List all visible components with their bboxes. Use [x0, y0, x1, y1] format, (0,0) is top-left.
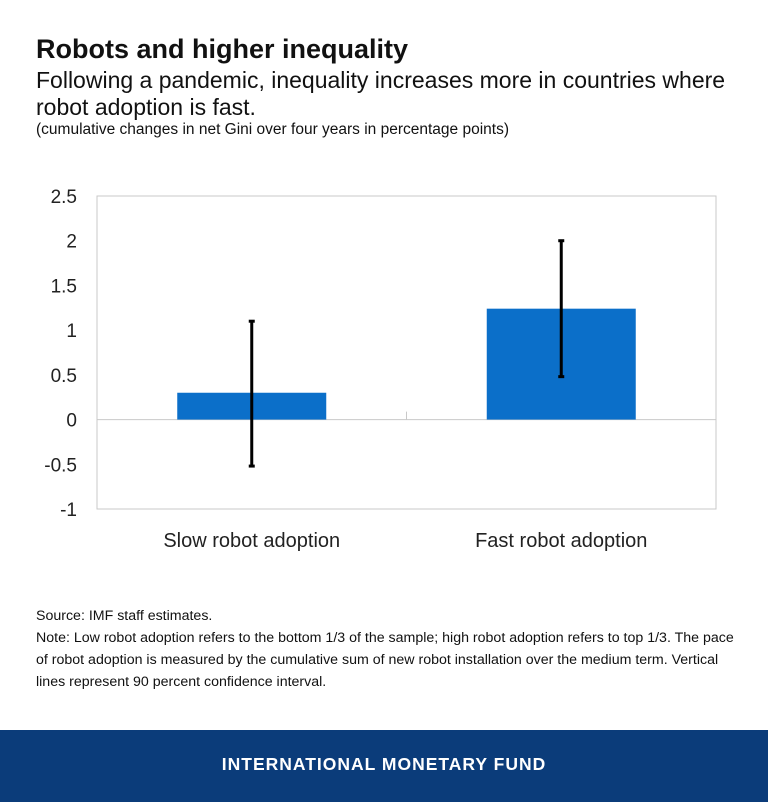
- y-tick-label: 0: [66, 411, 77, 432]
- x-category-label: Slow robot adoption: [163, 530, 340, 552]
- y-tick-label: 2.5: [51, 187, 77, 208]
- chart-units-note: (cumulative changes in net Gini over fou…: [36, 121, 509, 138]
- y-tick-label: 0.5: [51, 366, 77, 387]
- methodology-note: Note: Low robot adoption refers to the b…: [36, 630, 734, 690]
- plot-frame: [96, 195, 717, 510]
- footer-band: INTERNATIONAL MONETARY FUND: [0, 730, 768, 802]
- y-tick-label: 2: [66, 232, 77, 253]
- bar-chart: 2.5 2 1.5 1 0.5 0 -0.5 -1 Slow robot adoption Fas…: [44, 187, 717, 552]
- source-note: Source: IMF staff estimates.: [36, 608, 213, 624]
- chart-title: Robots and higher inequality: [36, 34, 409, 64]
- y-tick-label: 1: [66, 321, 77, 342]
- footer-brand-label: INTERNATIONAL MONETARY FUND: [221, 754, 547, 774]
- footnotes: Source: IMF staff estimates. Note: Low r…: [36, 605, 736, 693]
- y-tick-label: 1.5: [51, 276, 77, 297]
- x-category-label: Fast robot adoption: [475, 530, 647, 552]
- y-tick-label: -0.5: [44, 455, 77, 476]
- y-tick-label: -1: [60, 500, 77, 521]
- chart-subtitle: Following a pandemic, inequality increas…: [36, 67, 726, 120]
